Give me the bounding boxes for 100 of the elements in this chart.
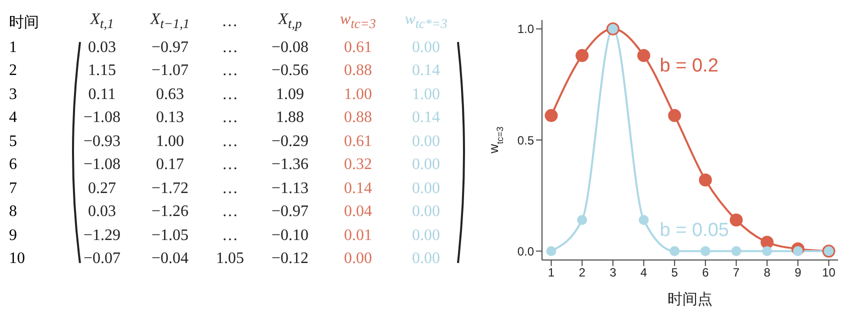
data-label: 0.14 xyxy=(411,61,441,82)
data-label: 0.00 xyxy=(411,202,441,222)
series-label: b = 0.2 xyxy=(660,56,718,77)
point xyxy=(698,174,712,186)
x-tick-label: 8 xyxy=(764,266,771,280)
data-label: 1.88 xyxy=(275,108,305,128)
data-label: 1.05 xyxy=(215,249,245,270)
text: … xyxy=(222,132,238,150)
y-tick-label: 4 xyxy=(8,108,18,128)
data-label: 0.17 xyxy=(155,155,185,176)
data-label: 0.00 xyxy=(411,226,441,246)
text: … xyxy=(222,180,238,197)
y-tick-label: 6 xyxy=(8,155,18,176)
data-label: −1.08 xyxy=(82,108,122,128)
data-label: 0.00 xyxy=(411,249,441,270)
x-tick-label: 9 xyxy=(794,266,802,280)
x-tick-label: X$_{t,1}$ xyxy=(90,11,114,32)
data-label: 0.27 xyxy=(87,178,117,199)
x-tick-label: X$_{t−1,1}$ xyxy=(150,11,190,32)
y-tick-label: 1.0 xyxy=(517,22,534,36)
data-label: 0.00 xyxy=(343,249,373,270)
data-label: −1.08 xyxy=(82,155,122,176)
data-label: 0.13 xyxy=(155,108,185,128)
x-tick-label: 2 xyxy=(578,266,586,280)
data-label: −0.08 xyxy=(270,38,310,58)
data-label: −0.56 xyxy=(270,61,310,82)
data-label: −0.93 xyxy=(82,132,122,152)
data-label: −0.04 xyxy=(150,249,190,270)
data-label: −1.72 xyxy=(150,178,190,199)
x-tick-label: 4 xyxy=(640,266,648,280)
data-label: 0.61 xyxy=(343,38,373,58)
data-label: 0.11 xyxy=(87,84,117,105)
data-label: 0.00 xyxy=(411,38,441,58)
data-label: −0.97 xyxy=(150,38,190,58)
y-tick-label: 0.0 xyxy=(517,244,534,258)
data-label: 0.03 xyxy=(87,38,117,58)
y-tick-label: 0.5 xyxy=(517,133,534,148)
data-label: 0.14 xyxy=(411,108,441,128)
y-tick-label: 1 xyxy=(8,38,18,58)
point xyxy=(544,109,558,122)
point xyxy=(637,49,650,62)
point xyxy=(638,215,649,225)
point xyxy=(762,246,772,256)
x-tick-label: X$_{t,p}$ xyxy=(278,11,302,32)
x-tick-label: 7 xyxy=(732,266,740,280)
text: … xyxy=(222,226,238,244)
point xyxy=(731,246,742,256)
point xyxy=(546,246,556,256)
data-label: −1.13 xyxy=(270,178,310,199)
point xyxy=(577,215,588,225)
data-label: 0.88 xyxy=(343,61,373,82)
x-tick-label: w$_{tc=3}$ xyxy=(340,11,376,32)
text: … xyxy=(222,86,238,103)
data-label: 0.01 xyxy=(343,226,373,246)
y-axis-title: 时间 xyxy=(8,12,40,32)
data-label: 1.00 xyxy=(343,84,373,105)
data-label: −0.29 xyxy=(270,132,310,152)
x-tick-label: 1 xyxy=(548,266,555,280)
text: … xyxy=(222,62,238,80)
data-label: 0.04 xyxy=(343,202,373,222)
point xyxy=(792,246,803,256)
data-label: −1.05 xyxy=(150,226,190,246)
data-label: −1.36 xyxy=(270,155,310,176)
x-axis-title: 时间点 xyxy=(668,291,712,308)
y-tick-label: 7 xyxy=(8,178,18,199)
data-label: −0.07 xyxy=(82,249,122,270)
x-tick-label: 6 xyxy=(702,266,710,280)
point xyxy=(668,109,682,122)
text: … xyxy=(222,156,238,174)
data-label: 1.09 xyxy=(275,84,305,105)
point xyxy=(700,246,710,256)
data-label: 0.03 xyxy=(87,202,117,222)
data-label: 1.00 xyxy=(411,84,441,105)
y-tick-label: 8 xyxy=(8,202,18,222)
data-label: 0.00 xyxy=(411,155,441,176)
data-label: 1.00 xyxy=(155,132,185,152)
text: … xyxy=(222,38,238,56)
data-label: 0.88 xyxy=(343,108,373,128)
data-label: −1.29 xyxy=(82,226,122,246)
y-tick-label: 9 xyxy=(8,226,18,246)
data-label: −0.97 xyxy=(270,202,310,222)
text: … xyxy=(222,109,238,126)
point xyxy=(576,49,589,62)
data-label: 0.32 xyxy=(343,155,373,176)
y-tick-label: 5 xyxy=(8,132,18,152)
x-tick-label: … xyxy=(222,13,238,30)
data-label: −0.10 xyxy=(270,226,310,246)
text: … xyxy=(222,203,238,220)
x-tick-label: w$_{tc*=3}$ xyxy=(404,11,448,32)
data-label: 1.15 xyxy=(87,61,117,82)
x-tick-label: 10 xyxy=(822,266,836,280)
point xyxy=(670,246,680,256)
y-tick-label: 2 xyxy=(8,61,18,82)
series-label: b = 0.05 xyxy=(660,220,729,241)
data-label: 0.00 xyxy=(411,132,441,152)
point xyxy=(760,236,774,249)
data-label: 0.61 xyxy=(343,132,373,152)
y-tick-label: 3 xyxy=(8,84,18,105)
point xyxy=(730,214,743,226)
x-tick-label: 3 xyxy=(610,266,617,280)
